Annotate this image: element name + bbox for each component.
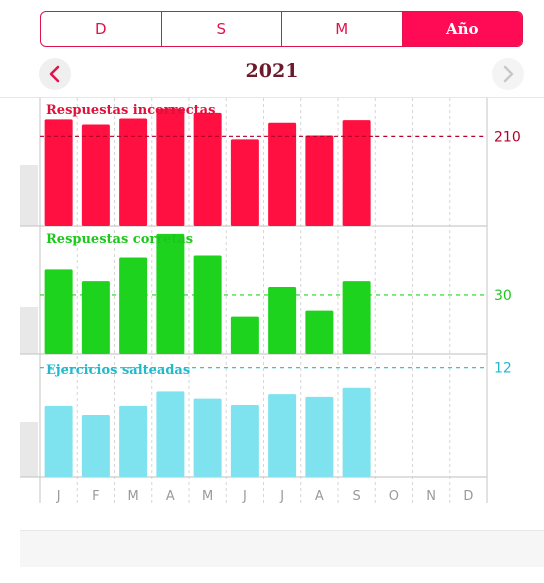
bar-a-7 (305, 135, 334, 226)
average-value-label: 210 (494, 129, 521, 145)
previous-year-button[interactable] (39, 58, 71, 90)
bar-a-3 (156, 108, 185, 226)
segment-year[interactable]: Año (402, 12, 522, 46)
bar-j-0 (44, 269, 73, 354)
month-tick-label: A (315, 489, 324, 504)
month-tick-label: O (389, 489, 399, 504)
bar-m-4 (193, 112, 222, 226)
panel-title: Ejercicios salteadas (46, 363, 190, 378)
bar-j-5 (230, 316, 259, 354)
axis-stub-top (20, 165, 38, 226)
average-value-label: 30 (494, 288, 512, 304)
bar-a-3 (156, 391, 185, 477)
bar-f-1 (81, 415, 110, 477)
bar-j-6 (268, 122, 297, 226)
bar-s-8 (342, 281, 371, 354)
axis-stub-middle (20, 307, 38, 354)
month-tick-label: M (202, 489, 213, 504)
chevron-left-icon (49, 65, 60, 83)
month-tick-label: N (426, 489, 436, 504)
segment-month[interactable]: M (282, 12, 403, 46)
segment-day[interactable]: D (41, 12, 162, 46)
bar-f-1 (81, 281, 110, 354)
bar-s-8 (342, 120, 371, 226)
axis-stub-bottom (20, 422, 38, 477)
bar-m-2 (119, 118, 148, 226)
header-divider (0, 97, 544, 98)
bar-s-8 (342, 387, 371, 477)
month-tick-label: J (242, 489, 247, 504)
chevron-right-icon (503, 65, 514, 83)
bar-a-7 (305, 396, 334, 477)
bar-j-0 (44, 405, 73, 477)
period-segmented-control: D S M Año (40, 11, 523, 47)
segment-week[interactable]: S (162, 12, 282, 46)
bar-j-5 (230, 405, 259, 477)
bar-m-4 (193, 398, 222, 477)
panel-title: Respuestas corretas (46, 232, 193, 247)
month-tick-label: S (352, 489, 360, 504)
bar-m-2 (119, 257, 148, 354)
bar-m-2 (119, 405, 148, 477)
month-tick-label: J (56, 489, 61, 504)
bar-m-4 (193, 255, 222, 354)
month-tick-label: M (128, 489, 139, 504)
bar-a-3 (156, 233, 185, 354)
bar-f-1 (81, 124, 110, 226)
panel-title: Respuestas incorrectas (46, 103, 215, 118)
bar-j-0 (44, 119, 73, 226)
average-value-label: 12 (494, 361, 512, 377)
year-title: 2021 (245, 60, 299, 82)
month-tick-label: D (463, 489, 473, 504)
bar-j-5 (230, 139, 259, 226)
bar-j-6 (268, 287, 297, 354)
footer-bar (20, 530, 544, 567)
month-tick-label: F (92, 489, 99, 504)
next-year-button[interactable] (492, 58, 524, 90)
bar-j-6 (268, 394, 297, 477)
month-tick-label: J (279, 489, 284, 504)
bar-a-7 (305, 310, 334, 354)
month-tick-label: A (166, 489, 175, 504)
